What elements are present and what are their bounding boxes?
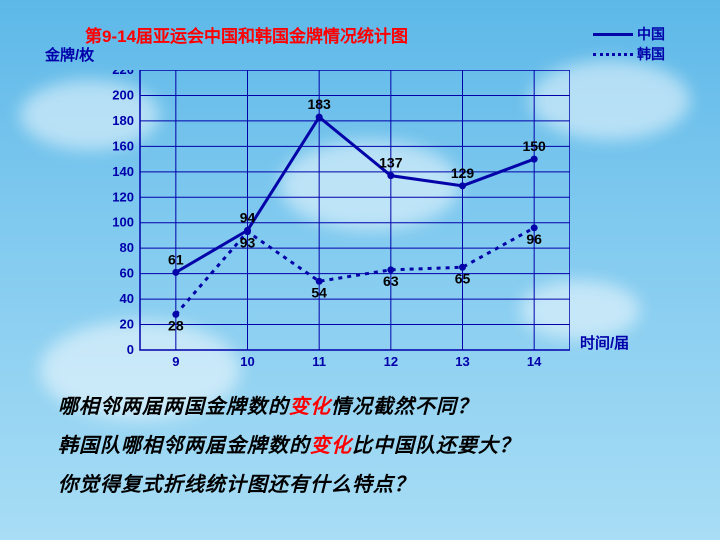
svg-text:160: 160: [112, 138, 134, 153]
svg-text:0: 0: [127, 342, 134, 357]
chart-svg: 0 20 40 60 80 100 120 140 160 180 200 220 9 10 11 12 13 1…: [100, 70, 570, 370]
svg-text:60: 60: [120, 266, 134, 281]
svg-text:14: 14: [527, 354, 542, 369]
x-axis-label: 时间/届: [580, 332, 629, 353]
legend-korea-label: 韩国: [637, 44, 665, 64]
svg-text:63: 63: [383, 273, 399, 289]
question-3: 你觉得复式折线统计图还有什么特点？: [58, 468, 658, 497]
svg-text:183: 183: [307, 96, 331, 112]
svg-text:11: 11: [312, 354, 326, 369]
svg-text:137: 137: [379, 155, 403, 171]
svg-text:61: 61: [168, 251, 184, 267]
svg-text:96: 96: [526, 231, 542, 247]
legend-korea: 韩国: [593, 44, 665, 64]
svg-text:10: 10: [240, 354, 254, 369]
svg-text:54: 54: [311, 284, 327, 300]
legend-china-label: 中国: [637, 24, 665, 44]
svg-text:120: 120: [112, 189, 134, 204]
svg-text:12: 12: [384, 354, 398, 369]
q1-part-b: 情况截然不同？: [331, 396, 478, 418]
y-axis-label: 金牌/枚: [45, 44, 94, 65]
q2-part-a: 韩国队哪相邻两届金牌数的: [58, 435, 310, 457]
svg-text:20: 20: [120, 317, 134, 332]
questions-block: 哪相邻两届两国金牌数的变化情况截然不同？ 韩国队哪相邻两届金牌数的变化比中国队还…: [58, 380, 658, 507]
svg-text:129: 129: [451, 165, 475, 181]
svg-text:80: 80: [120, 240, 134, 255]
svg-text:94: 94: [240, 209, 256, 225]
question-2: 韩国队哪相邻两届金牌数的变化比中国队还要大？: [58, 429, 658, 458]
svg-text:180: 180: [112, 113, 134, 128]
q2-part-b: 比中国队还要大？: [352, 435, 520, 457]
svg-text:28: 28: [168, 317, 184, 333]
q1-highlight: 变化: [289, 396, 331, 418]
question-1: 哪相邻两届两国金牌数的变化情况截然不同？: [58, 390, 658, 419]
svg-text:40: 40: [120, 291, 134, 306]
legend: 中国 韩国: [593, 24, 665, 64]
svg-text:100: 100: [112, 215, 134, 230]
chart-title: 第9-14届亚运会中国和韩国金牌情况统计图: [85, 22, 675, 47]
q2-highlight: 变化: [310, 435, 352, 457]
content-area: 第9-14届亚运会中国和韩国金牌情况统计图: [45, 22, 675, 47]
legend-line-solid: [593, 33, 633, 36]
chart-plot: 0204060801001201401601802002209101112131…: [100, 70, 570, 350]
legend-line-dotted: [593, 53, 633, 56]
svg-text:13: 13: [455, 354, 469, 369]
svg-text:200: 200: [112, 87, 134, 102]
svg-text:150: 150: [522, 138, 546, 154]
svg-text:220: 220: [112, 70, 134, 77]
svg-text:65: 65: [455, 270, 471, 286]
legend-china: 中国: [593, 24, 665, 44]
svg-text:93: 93: [240, 235, 256, 251]
svg-text:9: 9: [172, 354, 179, 369]
q1-part-a: 哪相邻两届两国金牌数的: [58, 396, 289, 418]
svg-text:140: 140: [112, 164, 134, 179]
